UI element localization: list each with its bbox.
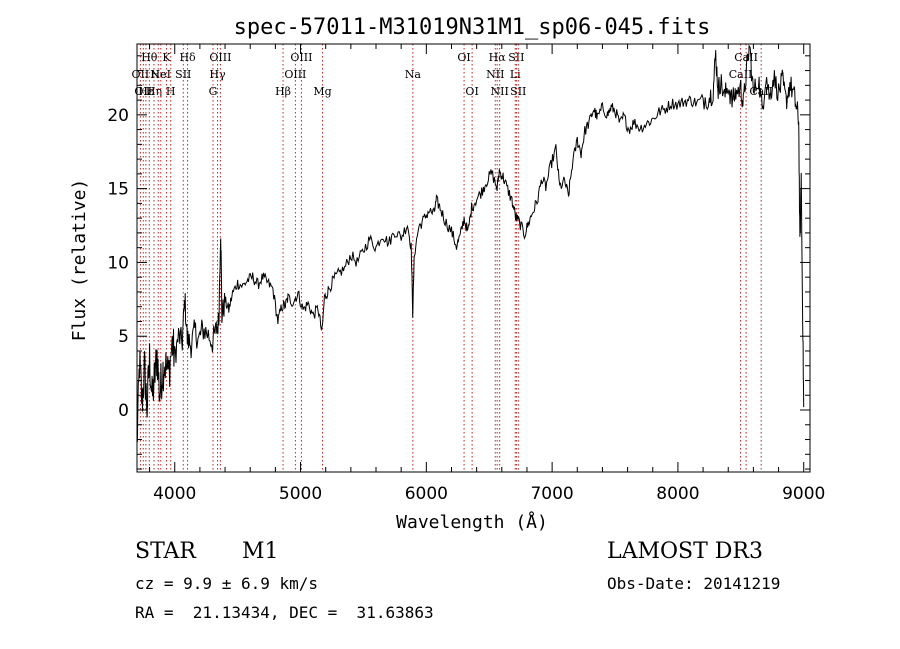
- line-label-10: Hδ: [179, 51, 196, 64]
- line-label-21: NII: [486, 68, 504, 81]
- y-tick-label-1: 5: [118, 327, 129, 347]
- line-label-3: Hθ: [141, 51, 158, 64]
- line-label-22: Hα: [489, 51, 507, 64]
- spectral-line-markers: OIIOIIHεHθHηNeHeIKHSIIHδGHγOIIIHβOIIIOII…: [132, 44, 773, 472]
- line-label-15: OIII: [284, 68, 306, 81]
- survey-name: LAMOST DR3: [607, 539, 763, 564]
- x-tick-label-5: 9000: [782, 484, 825, 504]
- line-label-6: HeI: [151, 68, 171, 81]
- line-label-18: Na: [405, 68, 422, 81]
- plot-frame: [136, 43, 811, 473]
- x-axis-label: Wavelength (Å): [396, 511, 548, 533]
- line-label-13: OIII: [209, 51, 231, 64]
- x-tick-label-0: 4000: [153, 484, 196, 504]
- line-label-26: SII: [510, 85, 526, 98]
- x-tick-label-2: 6000: [405, 484, 448, 504]
- line-label-1: OII: [134, 85, 152, 98]
- line-label-28: CaII: [734, 51, 758, 64]
- y-tick-label-3: 15: [107, 180, 129, 200]
- y-axis-label: Flux (relative): [69, 179, 90, 342]
- line-label-25: SII: [508, 51, 524, 64]
- object-class: STAR: [135, 539, 196, 564]
- x-tick-label-1: 5000: [279, 484, 322, 504]
- line-label-23: NII: [491, 85, 509, 98]
- line-label-11: G: [209, 85, 218, 98]
- chart-title: spec-57011-M31019N31M1_sp06-045.fits: [234, 15, 711, 40]
- y-tick-label-2: 10: [107, 253, 129, 273]
- line-label-9: SII: [175, 68, 191, 81]
- line-label-0: OII: [132, 68, 150, 81]
- line-label-12: Hγ: [209, 68, 226, 81]
- line-label-7: K: [162, 51, 171, 64]
- line-label-2: Hε: [138, 85, 154, 98]
- axis-ticks: 4000 5000 6000 7000 8000 9000 0 5 10 15 20: [107, 44, 825, 504]
- redshift-velocity: cz = 9.9 ± 6.9 km/s: [135, 574, 319, 593]
- x-tick-label-3: 7000: [530, 484, 573, 504]
- line-label-24: Li: [510, 68, 521, 81]
- x-tick-label-4: 8000: [656, 484, 699, 504]
- line-label-17: Mg: [313, 85, 331, 98]
- spectrum-line: [136, 44, 805, 443]
- coordinates: RA = 21.13434, DEC = 31.63863: [135, 603, 434, 622]
- y-tick-label-0: 0: [118, 401, 129, 421]
- line-label-5: Ne: [150, 68, 166, 81]
- line-label-16: OIII: [290, 51, 312, 64]
- line-label-20: OI: [465, 85, 478, 98]
- y-tick-label-4: 20: [107, 106, 129, 126]
- line-label-19: OI: [457, 51, 470, 64]
- line-label-4: Hη: [146, 85, 162, 98]
- subclass: M1: [242, 539, 279, 564]
- line-label-27: CaII: [729, 68, 753, 81]
- obs-date: Obs-Date: 20141219: [607, 574, 781, 593]
- line-label-14: Hβ: [275, 85, 291, 98]
- line-label-8: H: [166, 85, 176, 98]
